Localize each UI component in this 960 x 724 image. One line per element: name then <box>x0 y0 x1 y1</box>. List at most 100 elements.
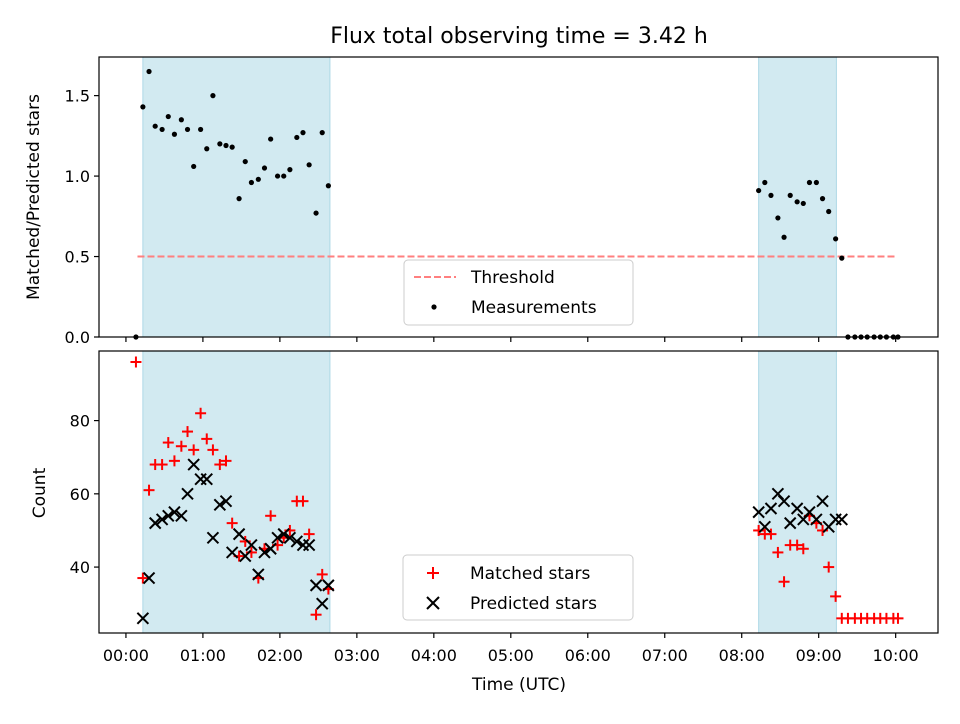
top-legend: Threshold Measurements <box>403 259 634 326</box>
measurements-legend-label: Measurements <box>471 298 597 318</box>
measurement-point <box>826 208 832 215</box>
measurement-point <box>306 162 312 168</box>
measurement-point <box>281 173 287 179</box>
chart-title: Flux total observing time = 3.42 h <box>330 24 708 49</box>
bottom-y-ticks: 40 60 80 <box>70 412 99 577</box>
predicted-star-point <box>758 520 772 533</box>
predicted-star-point <box>206 531 220 544</box>
bottom-x-tick-label: 06:00 <box>565 646 611 665</box>
measurement-point <box>294 134 300 141</box>
bottom-shaded-interval <box>142 350 331 634</box>
predicted-star-point <box>777 494 791 508</box>
measurement-point <box>756 187 762 194</box>
predicted-star-point <box>764 502 778 515</box>
matched-stars-legend-marker <box>427 567 439 579</box>
bottom-x-tick-label: 08:00 <box>719 646 765 665</box>
top-y-axis-label: Matched/Predicted stars <box>24 94 44 300</box>
matched-star-point <box>207 444 219 456</box>
measurement-point <box>274 173 281 179</box>
bottom-y-tick-label: 80 <box>70 412 90 431</box>
matched-star-point <box>265 510 277 522</box>
bottom-shaded-interval <box>758 350 837 634</box>
measurement-point <box>800 200 806 207</box>
measurement-point <box>268 136 274 142</box>
predicted-star-point <box>264 542 277 555</box>
predicted-star-point <box>232 527 246 541</box>
predicted-star-point <box>790 502 804 515</box>
matched-star-point <box>316 568 328 580</box>
matched-star-point <box>310 609 322 621</box>
top-panel: 0.0 0.5 1.0 1.5 Matched/Predicted stars Thr… <box>24 56 939 347</box>
matched-star-point <box>303 528 315 540</box>
measurement-point <box>204 146 210 152</box>
matched-star-point <box>182 426 194 438</box>
bottom-x-tick-label: 00:00 <box>103 646 149 665</box>
measurement-point <box>217 141 223 147</box>
predicted-star-point <box>283 531 297 544</box>
measurement-point <box>236 196 242 202</box>
measurement-point <box>159 126 165 133</box>
matched-stars-points <box>130 356 904 624</box>
predicted-star-point <box>155 513 169 526</box>
bottom-x-tick-label: 07:00 <box>642 646 688 665</box>
predicted-star-point <box>835 513 848 526</box>
predicted-star-point <box>168 505 181 519</box>
predicted-star-point <box>258 546 271 559</box>
top-shaded-interval <box>142 56 331 338</box>
bottom-y-tick-label: 40 <box>70 558 90 577</box>
predicted-star-point <box>752 505 765 519</box>
measurement-point <box>300 130 306 136</box>
bottom-y-axis-label: Count <box>30 467 50 518</box>
top-y-tick-label: 1.0 <box>65 167 90 186</box>
measurement-point <box>768 192 774 198</box>
bottom-legend: Matched stars Predicted stars <box>402 554 634 621</box>
predicted-star-point <box>245 538 258 552</box>
matched-star-point <box>143 484 155 496</box>
predicted-star-point <box>225 546 239 559</box>
bottom-shaded-intervals <box>142 350 837 634</box>
measurement-point <box>165 113 171 120</box>
measurement-point <box>813 179 819 186</box>
predicted-star-point <box>239 549 252 563</box>
measurement-point <box>313 210 319 216</box>
matched-star-point <box>156 459 168 471</box>
top-y-tick-label: 0.0 <box>65 328 90 347</box>
matched-star-point <box>220 455 232 467</box>
matched-star-point <box>791 539 803 551</box>
top-legend-box <box>403 259 634 326</box>
measurement-point <box>198 126 204 133</box>
predicted-star-point <box>290 535 304 548</box>
measurement-point <box>140 104 146 110</box>
matched-star-point <box>162 437 174 449</box>
matched-star-point <box>130 356 142 368</box>
measurement-point <box>781 234 787 240</box>
measurement-point <box>248 179 255 186</box>
threshold-legend-label: Threshold <box>470 268 555 288</box>
top-x-ticks <box>125 337 897 342</box>
measurement-point <box>319 130 325 136</box>
matched-star-point <box>175 440 187 452</box>
predicted-stars-points <box>136 458 848 625</box>
bottom-panel: 40 60 80 00:00 01:00 02:00 03:00 04:00 05:00 06:… <box>30 350 939 695</box>
bottom-x-tick-label: 02:00 <box>257 646 303 665</box>
measurements-legend-marker <box>431 304 437 310</box>
bottom-x-tick-label: 05:00 <box>488 646 534 665</box>
matched-star-point <box>765 528 777 540</box>
predicted-star-point <box>213 498 227 512</box>
matched-star-point <box>214 459 226 471</box>
predicted-star-point <box>316 597 329 610</box>
bottom-x-ticks: 00:00 01:00 02:00 03:00 04:00 05:00 06:00 07:00… <box>103 633 919 665</box>
bottom-legend-box <box>402 554 634 621</box>
predicted-star-point <box>175 509 188 523</box>
predicted-star-point <box>136 612 150 625</box>
measurement-point <box>229 144 235 150</box>
measurement-point <box>806 179 813 186</box>
bottom-x-tick-label: 09:00 <box>796 646 842 665</box>
predicted-star-point <box>277 527 290 541</box>
predicted-star-point <box>271 531 284 544</box>
measurement-point <box>819 196 826 202</box>
predicted-star-point <box>181 487 194 501</box>
x-axis-label: Time (UTC) <box>471 675 566 695</box>
measurement-point <box>794 199 800 205</box>
measurement-point <box>152 123 158 129</box>
